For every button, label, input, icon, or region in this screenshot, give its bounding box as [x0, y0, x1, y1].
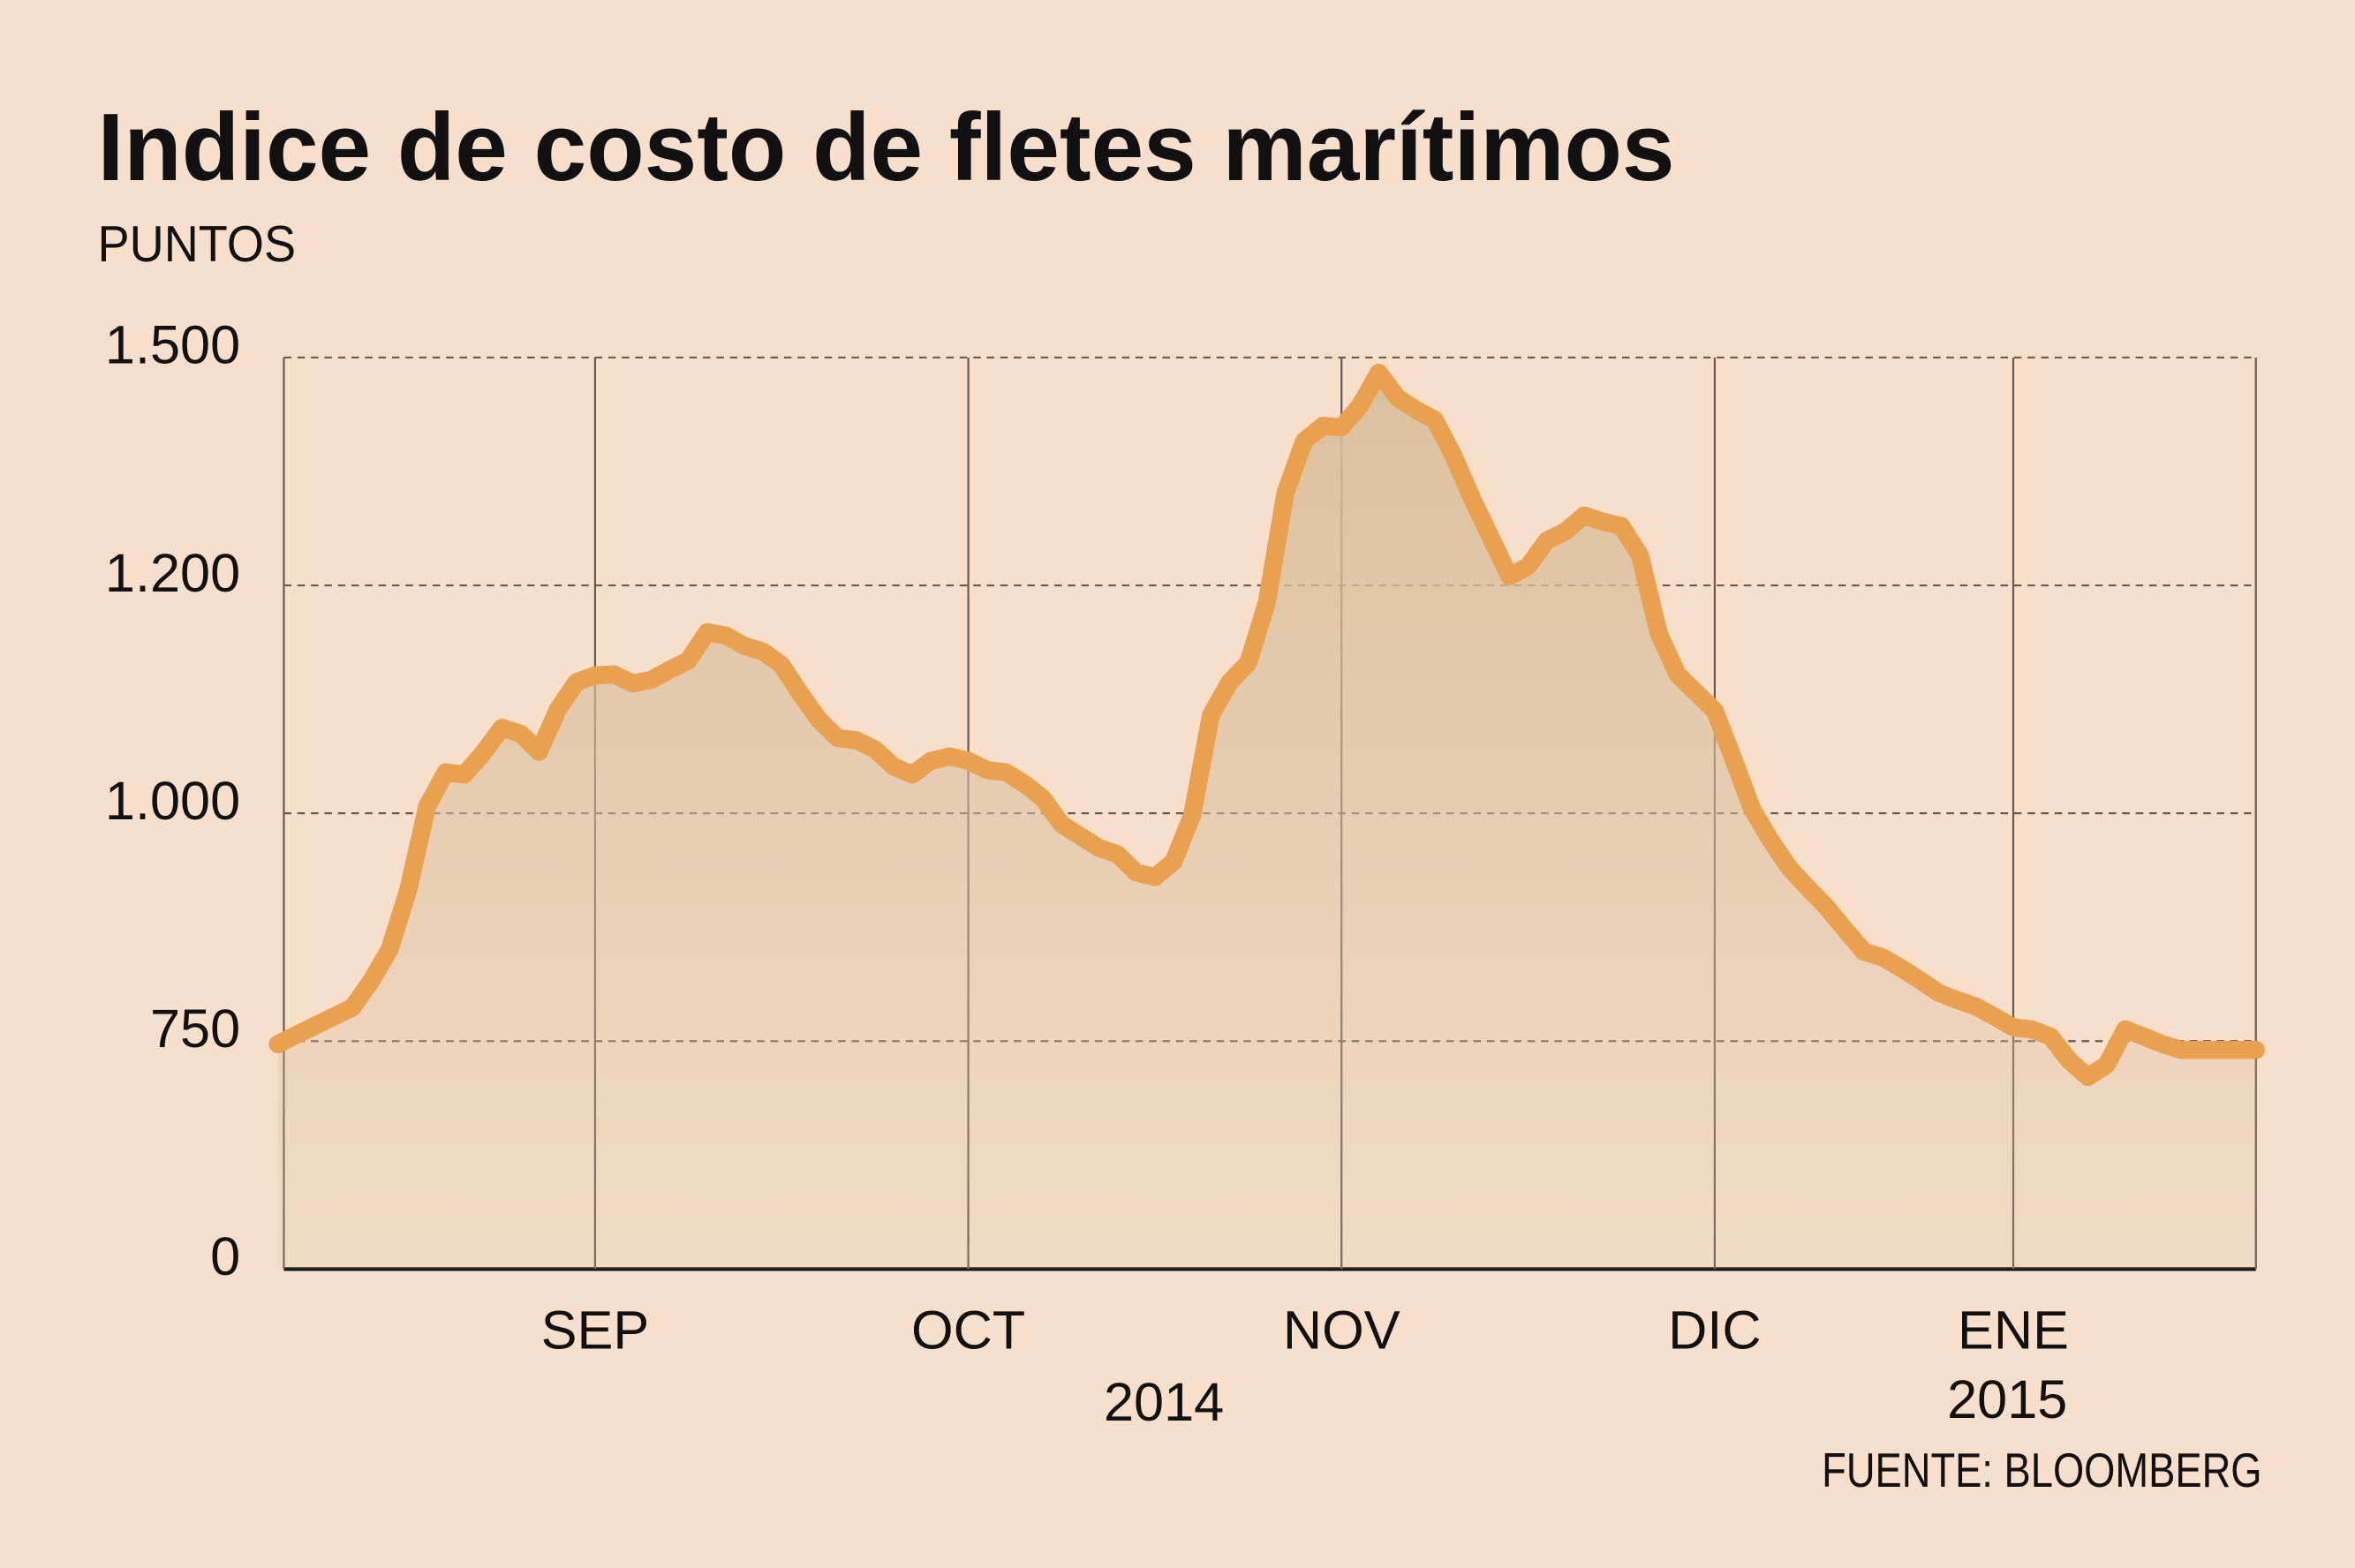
source-note: FUENTE: BLOOMBERG	[1822, 1444, 2261, 1497]
chart-title: Indice de costo de fletes marítimos	[98, 94, 1675, 201]
area	[277, 373, 2256, 1270]
year-label: 2014	[1104, 1372, 1224, 1432]
chart-subtitle: PUNTOS	[98, 216, 297, 273]
y-tick-label: 1.000	[105, 771, 240, 831]
x-tick-label: OCT	[911, 1300, 1025, 1361]
x-tick-label: SEP	[541, 1300, 650, 1361]
y-tick-label: 750	[150, 999, 240, 1059]
year-label: 2015	[1947, 1369, 2067, 1429]
y-tick-label: 1.200	[105, 543, 240, 603]
plot-area: 0 750 1.000 1.200 1.500 SEP OCT NOV DIC ENE 2014 20…	[105, 315, 2265, 1432]
y-tick-label: 0	[210, 1226, 240, 1286]
x-tick-label: ENE	[1958, 1300, 2069, 1361]
x-tick-label: DIC	[1668, 1300, 1761, 1361]
x-tick-label: NOV	[1283, 1300, 1400, 1361]
y-tick-label: 1.500	[105, 315, 240, 375]
line	[268, 363, 2265, 1087]
